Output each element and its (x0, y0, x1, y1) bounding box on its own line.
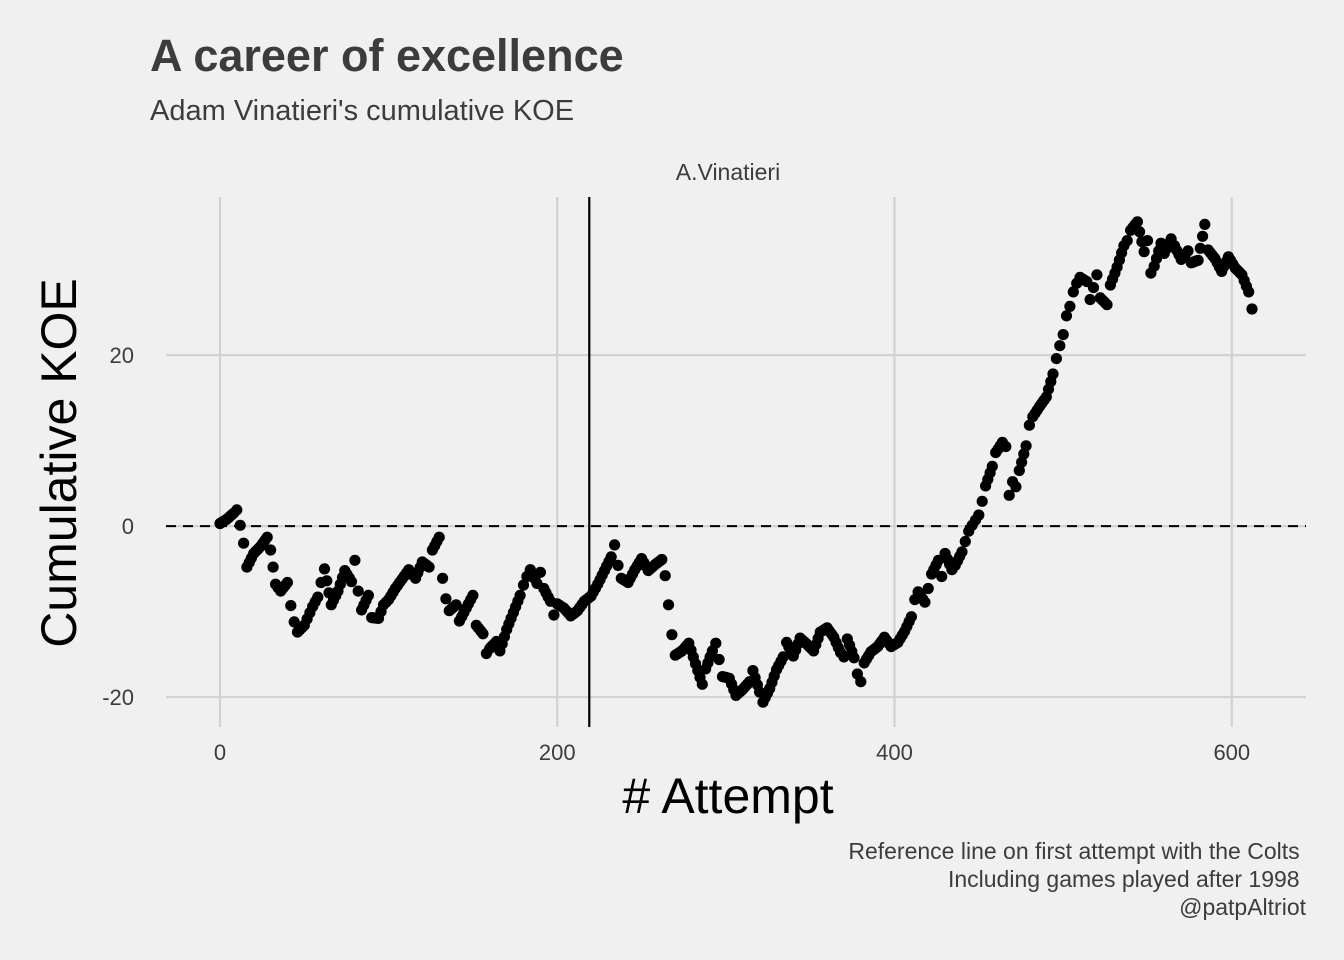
data-point-323 (1023, 419, 1035, 431)
data-point-389 (1197, 230, 1209, 242)
data-point-364 (1134, 226, 1146, 238)
y-tick-label-2: 20 (110, 343, 134, 368)
data-point-54 (352, 585, 364, 597)
data-point-38 (312, 591, 324, 603)
data-point-337 (1060, 310, 1073, 322)
data-point-58 (362, 589, 374, 602)
data-point-366 (1138, 246, 1150, 258)
data-point-19 (261, 531, 273, 543)
data-point-101 (467, 589, 479, 602)
data-point-120 (514, 589, 526, 602)
data-point-8 (234, 519, 246, 531)
x-axis-label: # Attempt (622, 768, 833, 824)
data-point-301 (959, 535, 971, 548)
data-point-346 (1087, 282, 1100, 294)
caption-line-3: @patpAltriot (1179, 894, 1306, 920)
data-point-333 (1047, 368, 1059, 380)
data-point-339 (1067, 286, 1079, 298)
data-point-132 (548, 609, 560, 621)
data-point-52 (345, 576, 358, 588)
data-point-259 (855, 676, 867, 688)
data-point-157 (605, 551, 617, 563)
data-point-29 (288, 616, 300, 628)
x-tick-label-3: 600 (1213, 740, 1250, 765)
data-point-179 (659, 570, 671, 582)
data-point-9 (238, 537, 250, 549)
data-point-178 (656, 553, 668, 566)
data-point-27 (281, 576, 293, 589)
data-point-292 (936, 570, 948, 583)
data-point-89 (437, 572, 449, 584)
y-axis-label: Cumulative KOE (31, 278, 87, 648)
data-point-410 (1246, 303, 1258, 315)
y-tick-label-0: -20 (102, 685, 134, 710)
data-point-199 (710, 637, 722, 649)
data-point-28 (285, 600, 297, 612)
chart-subtitle: Adam Vinatieri's cumulative KOE (150, 95, 575, 127)
data-point-351 (1101, 299, 1113, 311)
y-tick-labels: -20 0 20 (102, 343, 134, 710)
data-point-281 (905, 611, 918, 623)
data-point-306 (976, 495, 988, 507)
data-point-88 (433, 531, 445, 543)
data-point-335 (1054, 340, 1066, 352)
data-point-347 (1091, 269, 1103, 281)
data-point-334 (1050, 353, 1062, 365)
data-point-390 (1199, 218, 1211, 230)
data-point-359 (1121, 235, 1133, 247)
data-points (214, 216, 1258, 708)
data-point-305 (973, 509, 985, 521)
data-point-286 (919, 596, 931, 608)
data-point-127 (534, 566, 547, 578)
data-point-336 (1057, 329, 1069, 341)
y-tick-label-1: 0 (122, 514, 134, 539)
data-point-121 (517, 579, 530, 591)
data-point-181 (666, 629, 678, 641)
data-point-322 (1020, 440, 1032, 452)
data-point-41 (321, 575, 333, 587)
data-point-300 (956, 546, 968, 558)
data-point-253 (838, 651, 850, 663)
facet-label: A.Vinatieri (676, 159, 780, 185)
data-point-363 (1131, 216, 1143, 228)
data-point-90 (440, 593, 452, 605)
data-point-387 (1192, 254, 1204, 266)
grid (166, 197, 1306, 727)
data-point-318 (1010, 481, 1022, 493)
data-point-316 (1003, 489, 1015, 501)
x-tick-label-0: 0 (214, 740, 226, 765)
caption-line-1: Reference line on first attempt with the… (848, 838, 1306, 864)
data-point-287 (922, 582, 934, 595)
x-tick-label-2: 400 (876, 740, 913, 765)
data-point-94 (450, 599, 462, 611)
data-point-257 (848, 652, 860, 664)
data-point-21 (267, 561, 279, 573)
data-point-40 (318, 563, 331, 575)
caption-line-2: Including games played after 1998 (947, 866, 1306, 892)
data-point-338 (1064, 300, 1076, 312)
data-point-159 (612, 559, 624, 572)
data-point-7 (231, 504, 243, 516)
x-tick-labels: 0 200 400 600 (214, 740, 1250, 765)
data-point-383 (1182, 245, 1194, 257)
data-point-180 (662, 599, 675, 611)
data-point-194 (696, 678, 708, 690)
data-point-158 (609, 539, 621, 551)
data-point-227 (777, 651, 789, 663)
data-point-20 (265, 544, 277, 556)
data-point-409 (1243, 286, 1255, 298)
data-point-310 (986, 460, 998, 472)
chart-title: A career of excellence (150, 30, 624, 81)
data-point-315 (1000, 441, 1012, 453)
data-point-367 (1141, 235, 1154, 247)
data-point-200 (713, 653, 725, 666)
data-point-53 (349, 554, 361, 566)
data-point-345 (1084, 294, 1096, 306)
data-point-105 (477, 628, 489, 640)
data-point-84 (423, 561, 435, 573)
x-tick-label-1: 200 (539, 740, 576, 765)
